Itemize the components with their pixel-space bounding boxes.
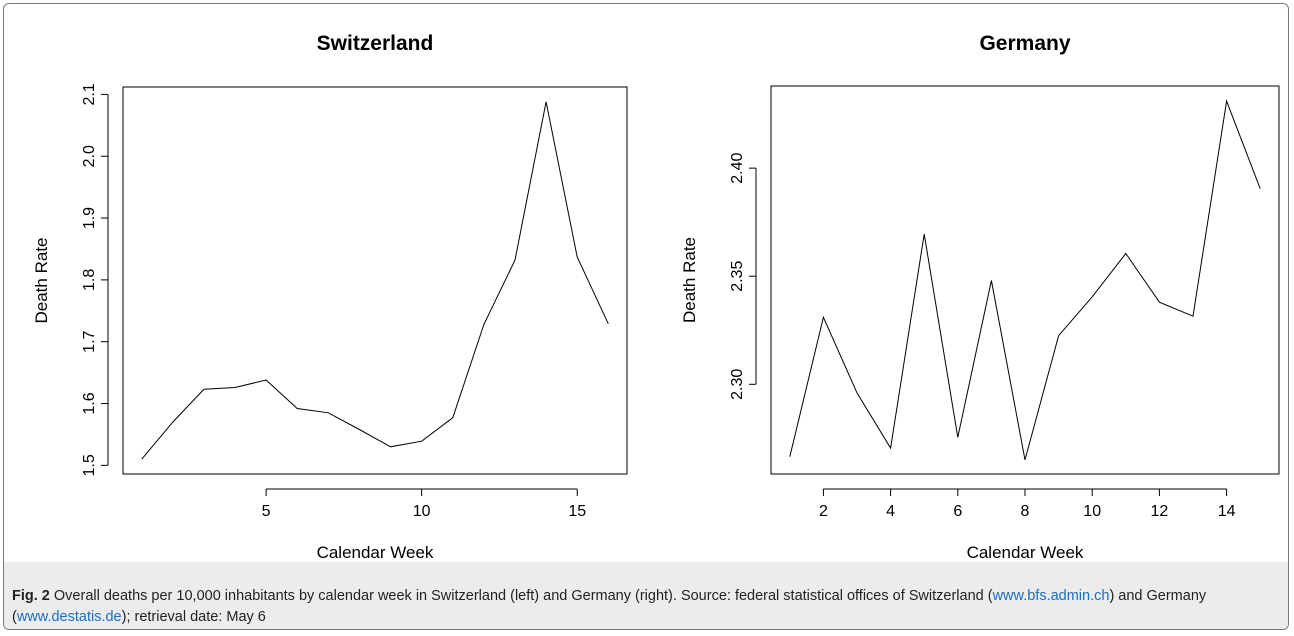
chart2-x-axis-label: Calendar Week [967, 543, 1084, 560]
caption-text-3: ); retrieval date: May 6 [121, 609, 266, 625]
chart1-y-tick-label: 2.0 [81, 145, 98, 167]
destatis-link[interactable]: www.destatis.de [16, 609, 122, 625]
chart1-x-tick-label: 15 [568, 503, 586, 520]
chart2-x-tick-label: 14 [1218, 503, 1236, 520]
chart2-x-tick-label: 2 [819, 503, 828, 520]
chart1-title: Switzerland [317, 32, 434, 55]
charts-svg: Switzerland Calendar Week Death Rate 5 10 15 1… [32, 32, 1280, 562]
chart2-x-tick-label: 4 [886, 503, 895, 520]
chart2-title: Germany [979, 32, 1070, 55]
chart1-y-tick-label: 1.5 [81, 454, 98, 476]
chart2-plot-frame [770, 85, 1280, 475]
chart1-y-tick-label: 1.9 [81, 207, 98, 229]
figure: Switzerland Calendar Week Death Rate 5 10 15 1… [3, 3, 1289, 630]
chart2-x-tick-label: 12 [1150, 503, 1168, 520]
chart2-y-axis-label: Death Rate [680, 237, 699, 323]
chart2-y-tick-label: 2.35 [729, 261, 746, 292]
figure-caption: Fig. 2 Overall deaths per 10,000 inhabit… [12, 586, 1282, 628]
chart1-y-tick-label: 2.1 [81, 83, 98, 105]
caption-background [4, 562, 1288, 629]
chart2-x-tick-label: 8 [1021, 503, 1030, 520]
chart1-plot-frame [122, 86, 628, 475]
figure-label: Fig. 2 [12, 588, 50, 604]
caption-text-2: ) and Germany ( [12, 588, 1207, 625]
chart1-x-tick-label: 10 [413, 503, 431, 520]
caption-text-1: Overall deaths per 10,000 inhabitants by… [49, 588, 993, 604]
chart2-x-tick-label: 10 [1083, 503, 1101, 520]
chart2-y-tick-label: 2.30 [729, 369, 746, 400]
chart1-y-axis-label: Death Rate [32, 238, 51, 324]
chart1-y-tick-label: 1.6 [81, 392, 98, 414]
chart1-series-line [141, 101, 609, 460]
chart1-x-axis-label: Calendar Week [317, 543, 434, 560]
chart1-y-tick-label: 1.7 [81, 330, 98, 352]
bfs-link[interactable]: www.bfs.admin.ch [992, 588, 1110, 604]
chart1-y-tick-label: 1.8 [81, 269, 98, 291]
chart2-series-line [789, 99, 1261, 461]
chart2-x-tick-label: 6 [953, 503, 962, 520]
chart2-y-tick-label: 2.40 [729, 152, 746, 183]
chart1-x-tick-label: 5 [262, 503, 271, 520]
